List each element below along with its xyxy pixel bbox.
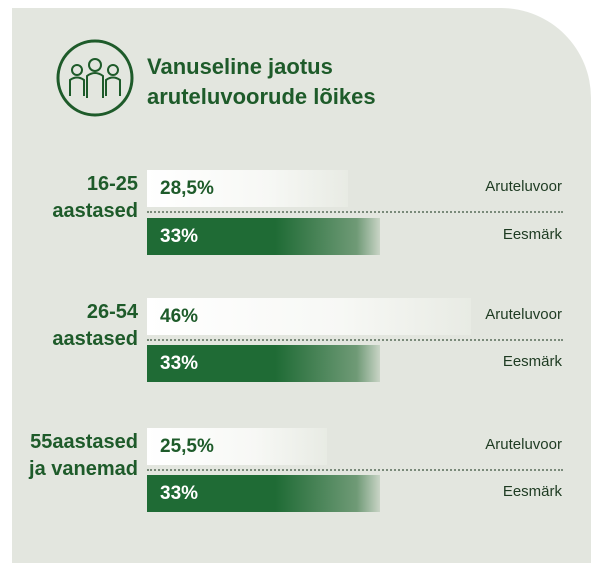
chart-title: Vanuseline jaotus aruteluvoorude lõikes [147, 54, 376, 109]
separator [147, 469, 563, 471]
series-label: Eesmärk [502, 483, 562, 500]
separator [147, 211, 563, 213]
series-label: Aruteluvoor [485, 306, 562, 323]
category-label: 16-25 aastased [52, 173, 138, 222]
bar [147, 298, 472, 335]
series-label: Eesmärk [502, 353, 562, 370]
value-label: 28,5% [160, 178, 214, 199]
value-label: 46% [160, 306, 199, 327]
separator [147, 339, 563, 341]
bar [147, 345, 380, 382]
value-label: 25,5% [160, 436, 214, 457]
value-label: 33% [160, 226, 199, 247]
bar [147, 475, 380, 512]
category-label: 26-54 aastased [52, 301, 138, 350]
series-label: Eesmärk [502, 226, 562, 243]
value-label: 33% [160, 483, 199, 504]
value-label: 33% [160, 353, 199, 374]
category-label: 55aastased ja vanemad [29, 431, 138, 480]
bar [147, 170, 348, 207]
bar [147, 218, 380, 255]
series-label: Aruteluvoor [485, 436, 562, 453]
people-icon [56, 39, 134, 117]
bar [147, 428, 327, 465]
series-label: Aruteluvoor [485, 178, 562, 195]
